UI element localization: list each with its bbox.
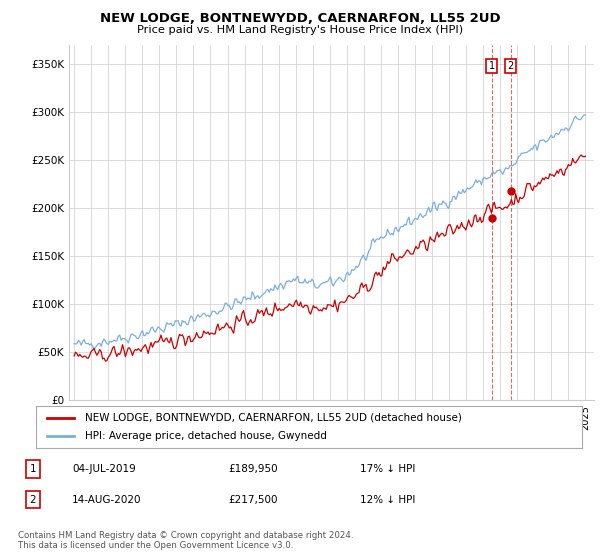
Text: 2: 2 xyxy=(29,495,37,505)
Text: 1: 1 xyxy=(488,61,495,71)
Text: £189,950: £189,950 xyxy=(228,464,278,474)
Text: Contains HM Land Registry data © Crown copyright and database right 2024.
This d: Contains HM Land Registry data © Crown c… xyxy=(18,530,353,550)
Text: NEW LODGE, BONTNEWYDD, CAERNARFON, LL55 2UD (detached house): NEW LODGE, BONTNEWYDD, CAERNARFON, LL55 … xyxy=(85,413,462,423)
Text: 04-JUL-2019: 04-JUL-2019 xyxy=(72,464,136,474)
Text: 14-AUG-2020: 14-AUG-2020 xyxy=(72,495,142,505)
Text: NEW LODGE, BONTNEWYDD, CAERNARFON, LL55 2UD: NEW LODGE, BONTNEWYDD, CAERNARFON, LL55 … xyxy=(100,12,500,25)
Text: 2: 2 xyxy=(508,61,514,71)
Text: 1: 1 xyxy=(29,464,37,474)
Text: £217,500: £217,500 xyxy=(228,495,277,505)
Text: 12% ↓ HPI: 12% ↓ HPI xyxy=(360,495,415,505)
Text: 17% ↓ HPI: 17% ↓ HPI xyxy=(360,464,415,474)
Text: HPI: Average price, detached house, Gwynedd: HPI: Average price, detached house, Gwyn… xyxy=(85,431,327,441)
Text: Price paid vs. HM Land Registry's House Price Index (HPI): Price paid vs. HM Land Registry's House … xyxy=(137,25,463,35)
